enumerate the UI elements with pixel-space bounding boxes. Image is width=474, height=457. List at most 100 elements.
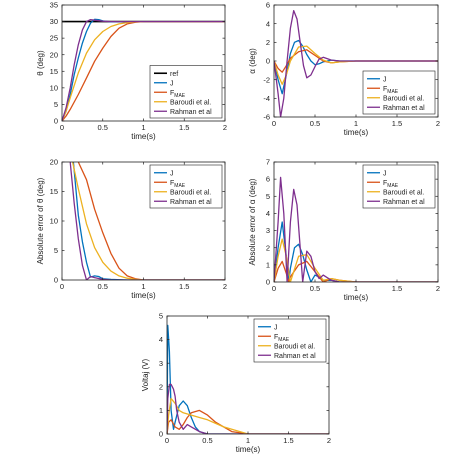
x-tick-label: 2 <box>223 282 227 291</box>
y-tick-label: 25 <box>50 34 58 43</box>
y-tick-label: 15 <box>50 67 58 76</box>
x-tick-label: 0.5 <box>310 119 320 128</box>
legend-entry-fmae: FMAE <box>383 180 399 189</box>
legend-entry-name: Rahman et al <box>170 109 212 116</box>
x-tick-label: 2 <box>327 436 331 445</box>
x-tick-label: 0 <box>165 436 169 445</box>
legend-entry-name: F <box>383 86 387 93</box>
legend-entry-rahman: Rahman et al <box>170 109 212 116</box>
legend-entry-baroudi: Baroudi et al. <box>170 99 211 106</box>
x-tick-label: 1.5 <box>179 123 189 132</box>
legend-entry-name: J <box>383 170 387 177</box>
y-tick-label: 6 <box>266 1 270 10</box>
series-line-baroudi <box>167 397 329 434</box>
x-tick-label: 0.5 <box>98 282 108 291</box>
legend-entry-baroudi: Baroudi et al. <box>383 95 424 102</box>
legend-entry-subscript: MAE <box>387 89 399 95</box>
legend-entry-fmae: FMAE <box>170 90 186 99</box>
legend-entry-name: Baroudi et al. <box>383 95 424 102</box>
y-tick-label: 10 <box>50 217 58 226</box>
y-tick-label: 5 <box>266 192 270 201</box>
x-tick-label: 0.5 <box>98 123 108 132</box>
legend-entry-fmae: FMAE <box>274 334 290 343</box>
y-tick-label: 5 <box>54 246 58 255</box>
x-tick-label: 0 <box>60 282 64 291</box>
legend-entry-name: F <box>383 180 387 187</box>
x-tick-label: 1 <box>141 282 145 291</box>
x-tick-label: 0 <box>60 123 64 132</box>
y-tick-label: 3 <box>266 226 270 235</box>
legend-entry-name: J <box>383 76 387 83</box>
y-tick-label: 2 <box>266 243 270 252</box>
legend-entry-subscript: MAE <box>387 183 399 189</box>
y-tick-label: 0 <box>54 117 58 126</box>
y-tick-label: 0 <box>159 430 163 439</box>
legend-entry-baroudi: Baroudi et al. <box>170 189 211 196</box>
y-tick-label: 10 <box>50 83 58 92</box>
y-tick-label: 1 <box>159 406 163 415</box>
y-tick-label: 5 <box>54 100 58 109</box>
x-tick-label: 2 <box>436 284 440 293</box>
y-tick-label: 0 <box>266 57 270 66</box>
legend-entry-name: Baroudi et al. <box>170 189 211 196</box>
legend-entry-name: J <box>170 170 174 177</box>
legend-entry-subscript: MAE <box>278 337 290 343</box>
x-tick-label: 2 <box>223 123 227 132</box>
x-tick-label: 1 <box>246 436 250 445</box>
legend-entry-name: Baroudi et al. <box>383 189 424 196</box>
x-axis-label: time(s) <box>344 128 369 137</box>
y-axis-label: Absolute error of α (deg) <box>248 178 257 265</box>
legend-entry-baroudi: Baroudi et al. <box>274 343 315 350</box>
legend-entry-j: J <box>170 80 174 87</box>
y-tick-label: 3 <box>159 359 163 368</box>
y-axis-label: α (deg) <box>248 48 257 74</box>
legend-entry-name: ref <box>170 71 178 78</box>
x-tick-label: 1.5 <box>392 284 402 293</box>
y-axis-label: Absolute error of θ (deg) <box>36 177 45 264</box>
legend-box <box>149 65 223 119</box>
y-tick-label: 6 <box>266 175 270 184</box>
legend-entry-j: J <box>383 170 387 177</box>
legend-entry-fmae: FMAE <box>170 180 186 189</box>
x-tick-label: 0.5 <box>310 284 320 293</box>
legend-entry-j: J <box>170 170 174 177</box>
series-line-rahman <box>62 18 225 121</box>
x-tick-label: 0.5 <box>202 436 212 445</box>
legend-entry-rahman: Rahman et al <box>274 353 316 360</box>
y-tick-label: 5 <box>159 312 163 321</box>
x-tick-label: 1 <box>354 119 358 128</box>
legend-entry-rahman: Rahman et al <box>383 199 425 206</box>
x-tick-label: 0 <box>272 284 276 293</box>
legend-entry-name: F <box>170 90 174 97</box>
y-tick-label: 7 <box>266 158 270 167</box>
y-tick-label: 4 <box>266 209 270 218</box>
y-tick-label: 2 <box>266 38 270 47</box>
series-line-fmae <box>167 409 329 434</box>
legend-entry-rahman: Rahman et al <box>383 105 425 112</box>
legend-entry-name: J <box>170 80 174 87</box>
y-tick-label: 15 <box>50 187 58 196</box>
y-tick-label: -4 <box>263 94 270 103</box>
legend-entry-fmae: FMAE <box>383 86 399 95</box>
legend-entry-j: J <box>274 324 278 331</box>
y-tick-label: 35 <box>50 1 58 10</box>
legend-entry-name: Rahman et al <box>170 199 212 206</box>
x-axis-label: time(s) <box>131 132 156 141</box>
y-tick-label: 2 <box>159 382 163 391</box>
x-tick-label: 0 <box>272 119 276 128</box>
legend-entry-baroudi: Baroudi et al. <box>383 189 424 196</box>
x-tick-label: 1 <box>354 284 358 293</box>
y-tick-label: 20 <box>50 50 58 59</box>
y-tick-label: 4 <box>159 335 163 344</box>
chart-err_alpha: 0 0.5 1 1.5 2 0 1 2 3 4 5 6 7 time(s) Absolute error o… <box>248 158 440 302</box>
legend-entry-j: J <box>383 76 387 83</box>
legend-entry-name: Baroudi et al. <box>274 343 315 350</box>
